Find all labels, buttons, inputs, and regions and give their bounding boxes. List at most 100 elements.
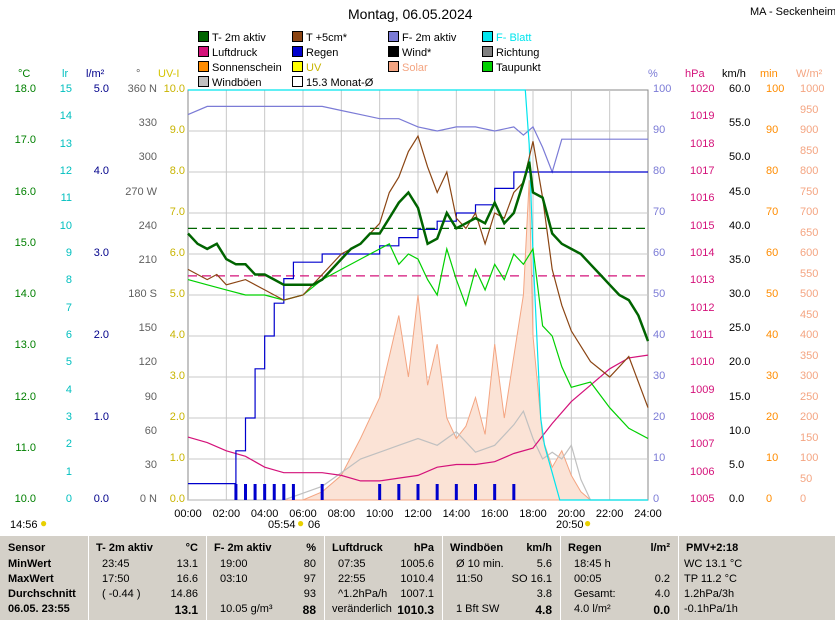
solar-tick: 400	[800, 329, 819, 341]
station-name: MA - Seckenheim	[750, 6, 835, 18]
table-cell: 1.2hPa/3h	[684, 588, 735, 600]
table-cell-label: ( -0.44 )	[102, 588, 141, 600]
axis-unit: °C	[18, 68, 31, 80]
humidity-tick: 80	[653, 165, 666, 177]
table-cell-value: 0.2	[654, 573, 670, 585]
humidity-tick: 50	[653, 288, 666, 300]
lr-tick: 12	[59, 165, 72, 177]
min-tick: 0	[766, 493, 773, 505]
legend-swatch	[198, 61, 209, 72]
x-tick: 00:00	[174, 508, 202, 520]
humidity-tick: 70	[653, 206, 666, 218]
lr-tick: 8	[65, 274, 72, 287]
temp-tick: 18.0	[14, 83, 36, 95]
min-tick: 30	[766, 370, 779, 382]
lr-tick: 4	[65, 383, 72, 396]
rain-event-bar	[512, 484, 516, 500]
table-cell: WC 13.1 °C	[684, 558, 743, 570]
wind-tick: 15.0	[729, 390, 751, 403]
table-foot-label: 10.05 g/m³	[220, 603, 273, 615]
wind-tick: 10.0	[729, 424, 751, 437]
pressure-tick: 1019	[690, 110, 715, 123]
pressure-tick: 1020	[690, 83, 715, 95]
axis-unit: W/m²	[796, 68, 823, 80]
rain-tick: 3.0	[93, 247, 109, 259]
direction-tick: 150	[138, 322, 157, 335]
legend-label: Wind*	[402, 47, 432, 59]
pressure-tick: 1013	[690, 274, 715, 287]
temp-tick: 14.0	[14, 288, 36, 300]
legend-item: Richtung	[482, 46, 539, 59]
pressure-tick: 1011	[690, 329, 714, 341]
min-tick: 10	[766, 452, 779, 464]
temp-tick: 13.0	[14, 339, 36, 352]
temp-tick: 17.0	[14, 134, 36, 147]
legend-swatch	[388, 61, 399, 72]
solar-tick: 500	[800, 288, 819, 300]
uv-tick: 0.0	[169, 493, 185, 505]
table-cell-label: 17:50	[102, 573, 130, 585]
legend-item: T- 2m aktiv	[198, 31, 266, 44]
direction-tick: 30	[144, 458, 157, 471]
uv-tick: 10.0	[163, 83, 185, 95]
pressure-tick: 1017	[690, 165, 715, 177]
temp-tick: 10.0	[14, 493, 36, 505]
solar-tick: 950	[800, 103, 819, 116]
min-tick: 70	[766, 206, 779, 218]
x-tick: 22:00	[595, 508, 624, 520]
table-cell-label: 18:45 h	[574, 558, 611, 570]
table-foot-value: -0.1hPa/1h	[684, 603, 738, 615]
table-foot-label: 1 Bft SW	[456, 603, 500, 615]
wind-tick: 20.0	[729, 356, 751, 369]
rain-event-bar	[435, 484, 439, 500]
temp-tick: 16.0	[14, 185, 36, 198]
solar-tick: 50	[800, 472, 813, 485]
solar-tick: 300	[800, 370, 819, 382]
pressure-tick: 1012	[690, 301, 715, 314]
solar-tick: 0	[800, 493, 807, 505]
legend-swatch	[292, 61, 303, 72]
table-cell-value: 5.6	[536, 558, 552, 570]
rain-event-bar	[397, 484, 401, 500]
table-cell-value: 13.1	[176, 558, 198, 570]
lr-tick: 13	[59, 137, 72, 150]
table-head: Sensor	[8, 542, 46, 554]
table-foot-value: 88	[302, 603, 316, 617]
solar-tick: 900	[800, 124, 819, 136]
pressure-tick: 1007	[690, 438, 715, 451]
table-column: F- 2m aktiv% 19:00 80 03:10 97 93 10.05 g/m³ 88	[206, 536, 325, 620]
lr-tick: 9	[65, 247, 72, 259]
table-cell-value: 1005.6	[400, 558, 434, 570]
min-tick: 20	[766, 411, 779, 423]
table-cell-value: 14.86	[170, 588, 198, 600]
pressure-tick: 1018	[690, 137, 715, 150]
solar-tick: 350	[800, 349, 819, 362]
table-head: Luftdruck	[332, 542, 383, 554]
sunrise-icon: ●	[297, 516, 305, 530]
wind-tick: 0.0	[729, 493, 745, 505]
uv-tick: 9.0	[169, 124, 185, 136]
series-f-blatt	[188, 89, 648, 501]
pressure-tick: 1005	[690, 493, 715, 505]
legend-swatch	[482, 61, 493, 72]
lr-tick: 6	[65, 329, 72, 341]
table-head: T- 2m aktiv	[96, 542, 153, 554]
sunrise-suffix: 06	[308, 519, 321, 531]
legend-item: Solar	[388, 61, 428, 74]
legend-item: F- 2m aktiv	[388, 31, 456, 44]
solar-tick: 550	[800, 267, 819, 280]
axis-unit: lr	[62, 68, 69, 80]
sunrise-time: 05:54	[268, 519, 296, 531]
wind-tick: 45.0	[729, 185, 751, 198]
rain-event-bar	[272, 484, 276, 500]
table-unit: %	[306, 542, 316, 554]
wind-tick: 5.0	[729, 458, 745, 471]
uv-tick: 4.0	[169, 329, 185, 341]
legend-label: 15.3 Monat-Ø	[306, 77, 374, 89]
direction-tick: 330	[138, 117, 157, 130]
table-cell-label: 07:35	[338, 558, 366, 570]
table-cell-label: Gesamt:	[574, 588, 616, 600]
table-cell-label: 00:05	[574, 573, 602, 585]
legend-item: Windböen	[198, 76, 262, 89]
table-foot-value: 4.8	[535, 603, 552, 617]
